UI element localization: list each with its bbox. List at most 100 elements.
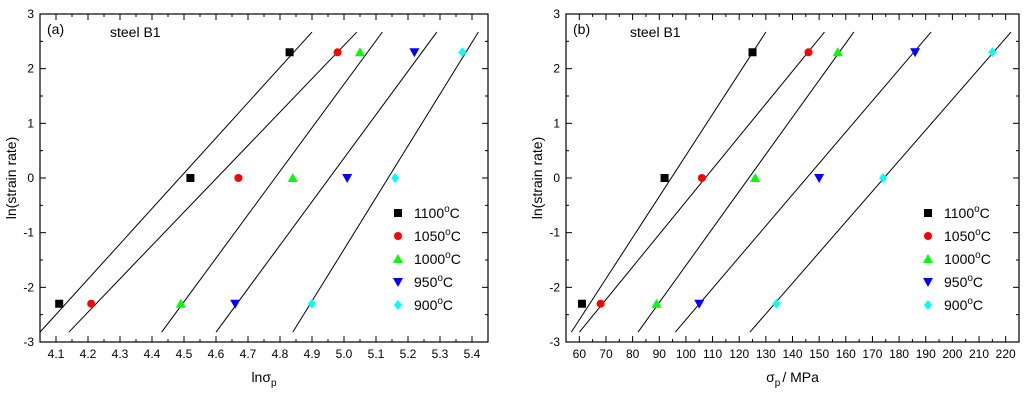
- panel-a: 4.1 4.2 4.3 4.4 4.5 4.6 4.7 4.8 4.9 5.0 5.1 5.2 5.3 5…: [3, 7, 489, 389]
- legend-marker-950: [923, 278, 933, 287]
- legend-marker-1100: [924, 209, 932, 217]
- x-tick-label: 5.1: [368, 347, 385, 361]
- x-tick-label: 5.3: [432, 347, 449, 361]
- legend-marker-1050: [394, 232, 402, 240]
- series-900: [772, 47, 997, 309]
- x-tick-label: 160: [836, 347, 856, 361]
- legend-unit: C: [451, 251, 461, 267]
- legend-degree: o: [974, 204, 980, 215]
- annotation-steel: steel B1: [110, 24, 161, 40]
- fit-line-1000: [161, 31, 383, 333]
- fit-line-1100: [40, 31, 313, 333]
- data-point: [409, 48, 420, 58]
- data-point: [458, 47, 467, 58]
- annotation-steel: steel B1: [630, 24, 681, 40]
- series-1000: [175, 47, 365, 308]
- y-tick-label: 0: [553, 171, 560, 185]
- data-point: [814, 174, 825, 183]
- x-tick-label: 80: [626, 347, 640, 361]
- data-point: [910, 48, 921, 58]
- legend-marker-1100: [394, 209, 402, 217]
- x-tick-label: 120: [729, 347, 749, 361]
- fit-line-1000: [637, 31, 855, 333]
- x-tick-label: 4.5: [176, 347, 193, 361]
- x-tick-label: 200: [942, 347, 962, 361]
- legend-degree: o: [967, 296, 973, 307]
- legend-temp: 900: [414, 297, 438, 313]
- x-axis-label-main: lnσ: [251, 369, 271, 385]
- legend-marker-1050: [924, 232, 932, 240]
- legend-marker-900: [394, 300, 402, 310]
- legend-marker-1000: [393, 254, 403, 263]
- legend-unit: C: [981, 251, 991, 267]
- legend-degree: o: [975, 227, 981, 238]
- data-point: [750, 173, 761, 182]
- x-tick-label: 5.0: [336, 347, 353, 361]
- x-axis-label: lnσp: [251, 369, 277, 389]
- data-point: [697, 174, 706, 182]
- plot-frame: [565, 13, 1020, 343]
- data-point: [186, 174, 195, 182]
- legend-label-1050: 1050oC: [944, 227, 991, 244]
- y-tick-label: 3: [27, 7, 34, 21]
- x-tick-label: 4.8: [272, 347, 289, 361]
- legend-label-900: 900oC: [414, 296, 453, 313]
- legend-unit: C: [981, 228, 991, 244]
- x-axis-label-main: σ: [766, 369, 775, 385]
- data-point: [804, 48, 813, 57]
- panel-label: (b): [573, 21, 590, 37]
- data-point: [175, 298, 186, 308]
- legend-marker-950: [393, 278, 403, 287]
- legend-temp: 1000: [414, 251, 445, 267]
- data-point: [333, 48, 342, 57]
- legend-degree: o: [975, 250, 981, 261]
- x-tick-label: 5.2: [400, 347, 417, 361]
- legend-label-950: 950oC: [944, 273, 983, 290]
- series-1100: [55, 48, 294, 308]
- x-axis-label-subscript: p: [775, 378, 781, 389]
- data-point: [87, 299, 96, 308]
- data-point: [832, 47, 843, 57]
- series-1100: [577, 48, 757, 308]
- data-point: [694, 299, 705, 309]
- x-tick-label: 100: [676, 347, 696, 361]
- x-tick-label: 210: [969, 347, 989, 361]
- fit-line-1100: [570, 31, 767, 333]
- x-tick-label: 4.9: [304, 347, 321, 361]
- x-axis-label: σp / MPa: [766, 369, 819, 389]
- legend-label-1100: 1100oC: [414, 204, 460, 221]
- legend-label-1050: 1050oC: [414, 227, 461, 244]
- legend-temp: 950: [944, 274, 968, 290]
- fit-line-1050: [578, 31, 825, 333]
- y-tick-label: -1: [23, 226, 34, 240]
- y-tick-label: 2: [553, 62, 560, 76]
- legend-unit: C: [980, 205, 990, 221]
- series-950: [230, 48, 420, 309]
- x-tick-label: 4.6: [208, 347, 225, 361]
- x-tick-label: 140: [782, 347, 802, 361]
- legend-temp: 1050: [944, 228, 975, 244]
- series-900: [308, 47, 467, 309]
- x-tick-label: 150: [809, 347, 829, 361]
- panel-b: 60 70 80 90 100 110 120 130 140 150 160 170 180 190 20…: [529, 7, 1020, 389]
- y-tick-label: 2: [27, 62, 34, 76]
- y-tick-label: -2: [23, 280, 34, 294]
- data-point: [308, 298, 316, 309]
- legend-degree: o: [437, 273, 443, 284]
- legend-label-1100: 1100oC: [944, 204, 990, 221]
- data-point: [596, 299, 605, 308]
- x-tick-label: 220: [996, 347, 1016, 361]
- data-point: [355, 47, 365, 57]
- legend-temp: 950: [414, 274, 438, 290]
- data-point: [988, 47, 997, 58]
- legend-temp: 900: [944, 297, 968, 313]
- series-950: [694, 48, 921, 309]
- x-tick-label: 130: [756, 347, 776, 361]
- legend-degree: o: [444, 204, 450, 215]
- data-point: [55, 299, 64, 308]
- fit-lines: [570, 31, 1012, 333]
- legend-temp: 1100: [414, 205, 444, 221]
- x-tick-label: 70: [599, 347, 613, 361]
